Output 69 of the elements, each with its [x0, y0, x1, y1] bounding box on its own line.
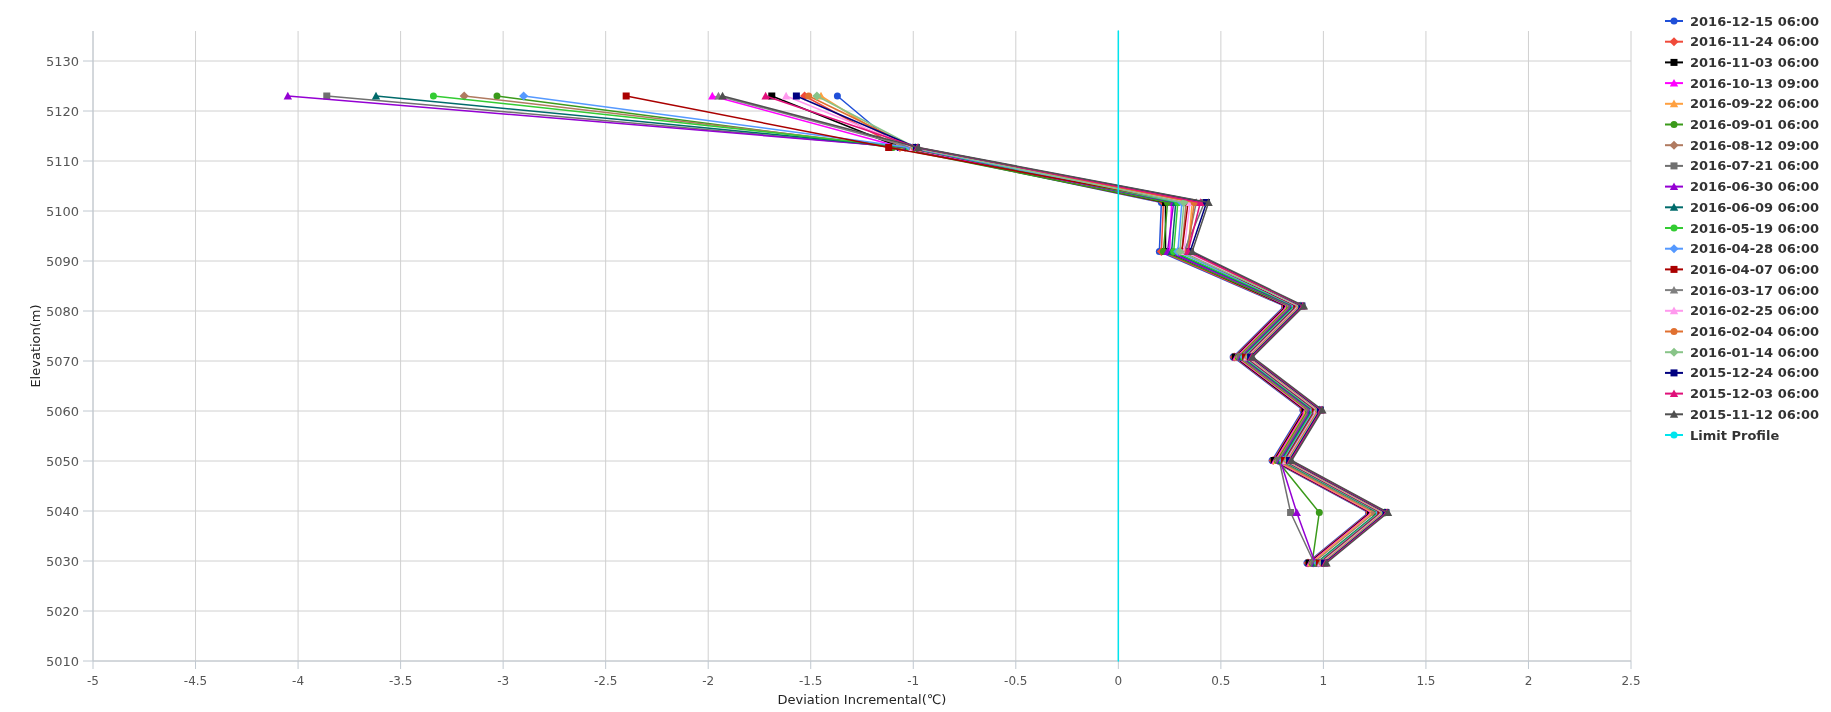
- legend-label: 2015-11-12 06:00: [1690, 406, 1820, 422]
- legend-label: 2016-12-15 06:00: [1690, 13, 1820, 29]
- point: [622, 92, 630, 100]
- legend-label: 2016-03-17 06:00: [1690, 282, 1820, 298]
- y-tick-label: 5080: [45, 303, 79, 319]
- x-tick-label: -2: [702, 674, 715, 688]
- point: [805, 92, 813, 100]
- y-tick-label: 5060: [45, 403, 79, 419]
- point: [885, 144, 893, 151]
- x-tick-label: 0.5: [1211, 674, 1231, 688]
- point: [493, 92, 501, 100]
- y-tick-label: 5040: [45, 503, 79, 519]
- legend-label: 2016-10-13 09:00: [1690, 75, 1820, 91]
- x-tick-label: -3.5: [388, 674, 413, 688]
- point: [519, 91, 529, 101]
- point: [1287, 509, 1295, 516]
- x-tick-label: 1.5: [1416, 674, 1436, 688]
- legend-label: 2016-07-21 06:00: [1690, 158, 1820, 174]
- x-tick-label: -1: [907, 674, 920, 688]
- y-tick-label: 5030: [45, 553, 79, 569]
- point: [718, 91, 727, 100]
- x-tick-label: -2.5: [593, 674, 618, 688]
- x-axis-title: Deviation Incremental(℃): [777, 692, 947, 707]
- point: [792, 92, 800, 100]
- x-tick-label: 0: [1114, 674, 1123, 688]
- legend-label: 2015-12-03 06:00: [1690, 386, 1820, 402]
- y-tick-label: 5120: [45, 103, 79, 119]
- y-axis-title: Elevation(m): [28, 304, 43, 388]
- legend-label: 2016-04-28 06:00: [1690, 241, 1820, 257]
- point: [371, 91, 381, 100]
- legend-label: 2016-09-22 06:00: [1690, 96, 1820, 112]
- legend-label: 2016-04-07 06:00: [1690, 261, 1820, 277]
- point: [1315, 509, 1323, 516]
- x-tick-label: -0.5: [1004, 674, 1028, 688]
- legend-label: 2016-09-01 06:00: [1690, 117, 1820, 133]
- y-tick-label: 5130: [45, 53, 79, 69]
- point: [812, 91, 822, 101]
- y-tick-label: 5070: [45, 353, 79, 369]
- legend-label: 2016-11-24 06:00: [1690, 34, 1820, 50]
- legend-label: 2016-01-14 06:00: [1690, 344, 1820, 360]
- y-tick-label: 5110: [45, 153, 79, 169]
- y-tick-label: 5050: [45, 453, 79, 469]
- legend-label: 2016-02-25 06:00: [1690, 303, 1820, 319]
- x-tick-label: 2.5: [1621, 674, 1641, 688]
- y-tick-label: 5100: [45, 203, 79, 219]
- point: [781, 91, 791, 100]
- point: [283, 91, 293, 100]
- y-tick-label: 5090: [45, 253, 79, 269]
- legend-label: 2016-08-12 09:00: [1690, 137, 1820, 153]
- x-tick-label: -1.5: [799, 674, 823, 688]
- point: [833, 92, 841, 100]
- point: [429, 92, 437, 100]
- legend-label: 2015-12-24 06:00: [1690, 365, 1820, 381]
- x-tick-label: -5: [87, 674, 99, 688]
- legend-label: 2016-06-30 06:00: [1690, 179, 1820, 195]
- x-tick-label: -4: [292, 674, 305, 688]
- legend-label: 2016-02-04 06:00: [1690, 324, 1820, 340]
- x-tick-label: 2: [1524, 674, 1533, 688]
- x-tick-label: -3: [497, 674, 510, 688]
- y-tick-label: 5010: [45, 653, 79, 669]
- legend-label: Limit Profile: [1690, 427, 1780, 443]
- x-tick-label: -4.5: [183, 674, 208, 688]
- point: [761, 91, 770, 100]
- point: [1292, 508, 1301, 516]
- x-tick-label: 1: [1319, 674, 1328, 688]
- legend-label: 2016-11-03 06:00: [1690, 54, 1820, 70]
- legend-label: 2016-06-09 06:00: [1690, 199, 1820, 215]
- legend-label: 2016-05-19 06:00: [1690, 220, 1820, 236]
- y-tick-label: 5020: [45, 603, 79, 619]
